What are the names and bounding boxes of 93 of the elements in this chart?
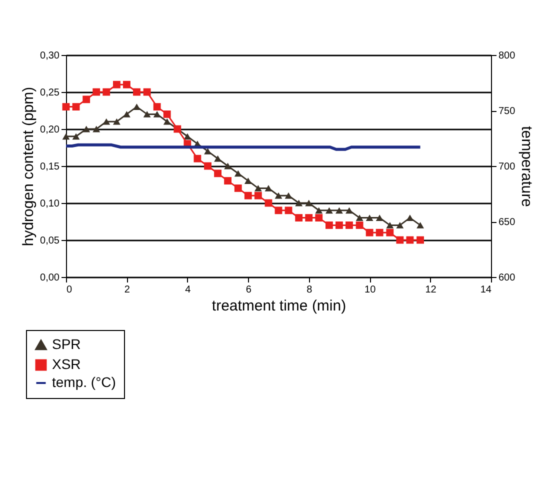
point	[274, 206, 282, 214]
point	[163, 110, 171, 118]
point	[305, 214, 313, 222]
y2-tick-label: 800	[498, 50, 516, 62]
point	[133, 88, 140, 96]
point	[72, 103, 80, 111]
y2-tick-label: 700	[498, 162, 516, 172]
y-axis-title: hydrogen content (ppm)	[20, 86, 38, 246]
point	[416, 236, 424, 244]
y-tick-label: 0,25	[40, 88, 60, 98]
point	[234, 184, 242, 192]
y-tick-label: 0,00	[40, 272, 60, 284]
point	[305, 200, 313, 206]
x-tick-label: 6	[246, 284, 252, 296]
point	[254, 192, 262, 200]
y2-axis-title: temperature	[518, 126, 536, 207]
x-tick-label: 12	[425, 284, 437, 296]
point	[386, 228, 394, 236]
y2-tick-label: 650	[498, 217, 516, 228]
point	[133, 104, 140, 110]
point	[274, 192, 282, 199]
legend-label: temp. (°C)	[52, 374, 116, 390]
point	[356, 214, 364, 222]
point	[62, 103, 70, 111]
point	[366, 228, 374, 236]
point	[123, 80, 130, 88]
point	[123, 110, 130, 118]
point	[295, 200, 303, 206]
point	[153, 110, 161, 118]
point	[346, 221, 353, 229]
point	[102, 118, 110, 125]
point	[163, 118, 171, 125]
point	[396, 222, 404, 228]
point	[143, 88, 151, 96]
point	[315, 214, 323, 222]
point	[376, 228, 384, 236]
point	[346, 207, 353, 214]
point	[264, 184, 272, 192]
y2-tick-label: 600	[498, 272, 516, 284]
point	[194, 154, 202, 162]
point	[82, 126, 90, 132]
point	[102, 88, 110, 96]
point	[214, 155, 222, 162]
x-tick-label: 2	[124, 284, 130, 296]
x-tick-label: 0	[66, 284, 72, 296]
y-tick-label: 0,30	[40, 50, 60, 62]
point	[92, 88, 100, 96]
point	[204, 148, 212, 154]
point	[82, 96, 90, 104]
point	[284, 206, 292, 214]
x-tick-label: 8	[306, 284, 313, 296]
point	[254, 184, 262, 192]
legend-label: XSR	[52, 356, 81, 372]
point	[336, 221, 343, 229]
x-axis-title: treatment time (min)	[212, 298, 346, 314]
point	[406, 214, 414, 222]
point	[406, 236, 414, 244]
point	[386, 222, 394, 228]
y2-tick-label: 750	[498, 106, 516, 117]
legend-label: SPR	[52, 336, 81, 352]
point	[214, 170, 222, 178]
point	[72, 133, 80, 140]
y-tick-label: 0,20	[40, 124, 60, 136]
point	[224, 177, 232, 185]
point	[366, 214, 374, 222]
x-tick-label: 4	[185, 284, 192, 296]
point	[336, 207, 343, 214]
point	[234, 170, 242, 177]
point	[244, 192, 252, 200]
point	[416, 222, 424, 228]
point	[284, 192, 292, 199]
point	[315, 207, 323, 214]
point	[376, 214, 384, 222]
x-tick-label: 10	[364, 284, 376, 296]
point	[143, 110, 151, 118]
point	[325, 207, 333, 214]
point	[396, 236, 404, 244]
y-tick-label: 0,15	[40, 162, 60, 172]
point	[112, 118, 120, 125]
point	[325, 221, 333, 229]
point	[62, 133, 70, 140]
point	[356, 221, 364, 229]
point	[153, 103, 161, 111]
point	[244, 178, 252, 184]
y-tick-label: 0,10	[40, 198, 60, 210]
point	[184, 133, 192, 140]
point	[112, 80, 120, 88]
y-tick-label: 0,05	[40, 236, 60, 246]
point	[295, 214, 303, 222]
point	[204, 162, 212, 170]
point	[224, 162, 232, 170]
x-tick-label: 14	[480, 284, 492, 296]
point	[92, 126, 100, 132]
